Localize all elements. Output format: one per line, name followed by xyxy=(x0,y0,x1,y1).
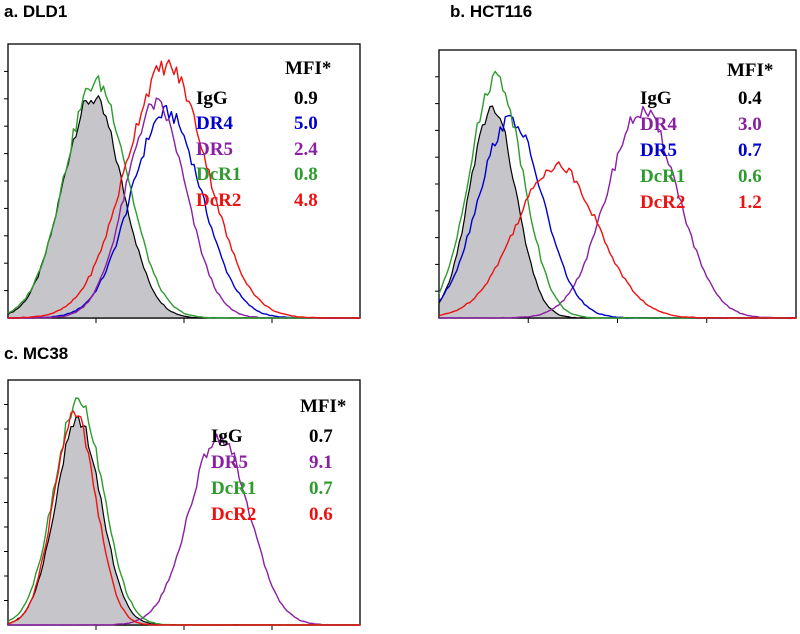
axis-ticks xyxy=(4,404,273,630)
axis-ticks xyxy=(435,76,708,323)
legend-label-dcr1: DcR1 xyxy=(211,478,256,499)
panel-title-mc38: c. MC38 xyxy=(4,344,69,363)
legend-mfi-dr5: 9.1 xyxy=(309,452,333,473)
legend-label-dr5: DR5 xyxy=(196,139,233,160)
legend-mfi-dr4: 5.0 xyxy=(294,113,318,134)
histogram-dr4 xyxy=(438,105,796,319)
histogram-curves xyxy=(7,59,361,319)
legend-mfi-igg: 0.7 xyxy=(309,426,333,447)
histogram-dcr2 xyxy=(438,161,796,319)
legend-label-dcr2: DcR2 xyxy=(211,504,256,525)
legend-label-dcr2: DcR2 xyxy=(196,190,241,211)
legend-label-igg: IgG xyxy=(640,88,672,109)
legend-mfi-igg: 0.9 xyxy=(294,88,318,109)
panel-title-dld1: a. DLD1 xyxy=(4,2,68,21)
histogram-curves xyxy=(7,397,361,626)
legend-mfi-dcr2: 4.8 xyxy=(294,190,318,211)
histogram-dr5 xyxy=(7,433,361,626)
legend-header-mfi: MFI* xyxy=(727,60,773,81)
legend-mfi-dr4: 3.0 xyxy=(738,114,762,135)
legend-label-igg: IgG xyxy=(211,426,243,447)
legend-label-dr4: DR4 xyxy=(640,114,677,135)
legend-mfi-dr5: 2.4 xyxy=(294,139,318,160)
legend-label-dr5: DR5 xyxy=(211,452,248,473)
legend-label-dcr2: DcR2 xyxy=(640,192,685,213)
histogram-dcr2 xyxy=(7,59,361,319)
histogram-plot-hct116: MFI* IgG 0.4 DR4 3.0 DR5 0.7 DcR1 0.6 Dc… xyxy=(435,49,797,323)
legend-mfi-igg: 0.4 xyxy=(738,88,762,109)
axis-ticks xyxy=(4,70,273,323)
panel-title-hct116: b. HCT116 xyxy=(450,2,533,21)
histogram-dcr1 xyxy=(7,75,361,319)
legend-mfi-dcr1: 0.8 xyxy=(294,164,318,185)
legend-mfi-dr5: 0.7 xyxy=(738,140,762,161)
legend-mfi-dcr1: 0.7 xyxy=(309,478,333,499)
histogram-igg xyxy=(7,416,361,626)
legend-mfi-dcr2: 1.2 xyxy=(738,192,762,213)
histogram-dcr2 xyxy=(7,410,360,626)
legend-label-dcr1: DcR1 xyxy=(196,164,241,185)
legend-label-dr5: DR5 xyxy=(640,140,677,161)
legend-header-mfi: MFI* xyxy=(285,58,331,79)
legend-header-mfi: MFI* xyxy=(300,396,346,417)
histogram-plot-mc38: MFI* IgG 0.7 DR5 9.1 DcR1 0.7 DcR2 0.6 xyxy=(4,379,361,630)
legend-label-dcr1: DcR1 xyxy=(640,166,685,187)
histogram-curves xyxy=(438,70,797,319)
legend-label-igg: IgG xyxy=(196,88,228,109)
histogram-plot-dld1: MFI* IgG 0.9 DR4 5.0 DR5 2.4 DcR1 0.8 Dc… xyxy=(4,43,361,323)
legend-mfi-dcr2: 0.6 xyxy=(309,504,333,525)
legend-mfi-dcr1: 0.6 xyxy=(738,166,762,187)
legend-label-dr4: DR4 xyxy=(196,113,233,134)
